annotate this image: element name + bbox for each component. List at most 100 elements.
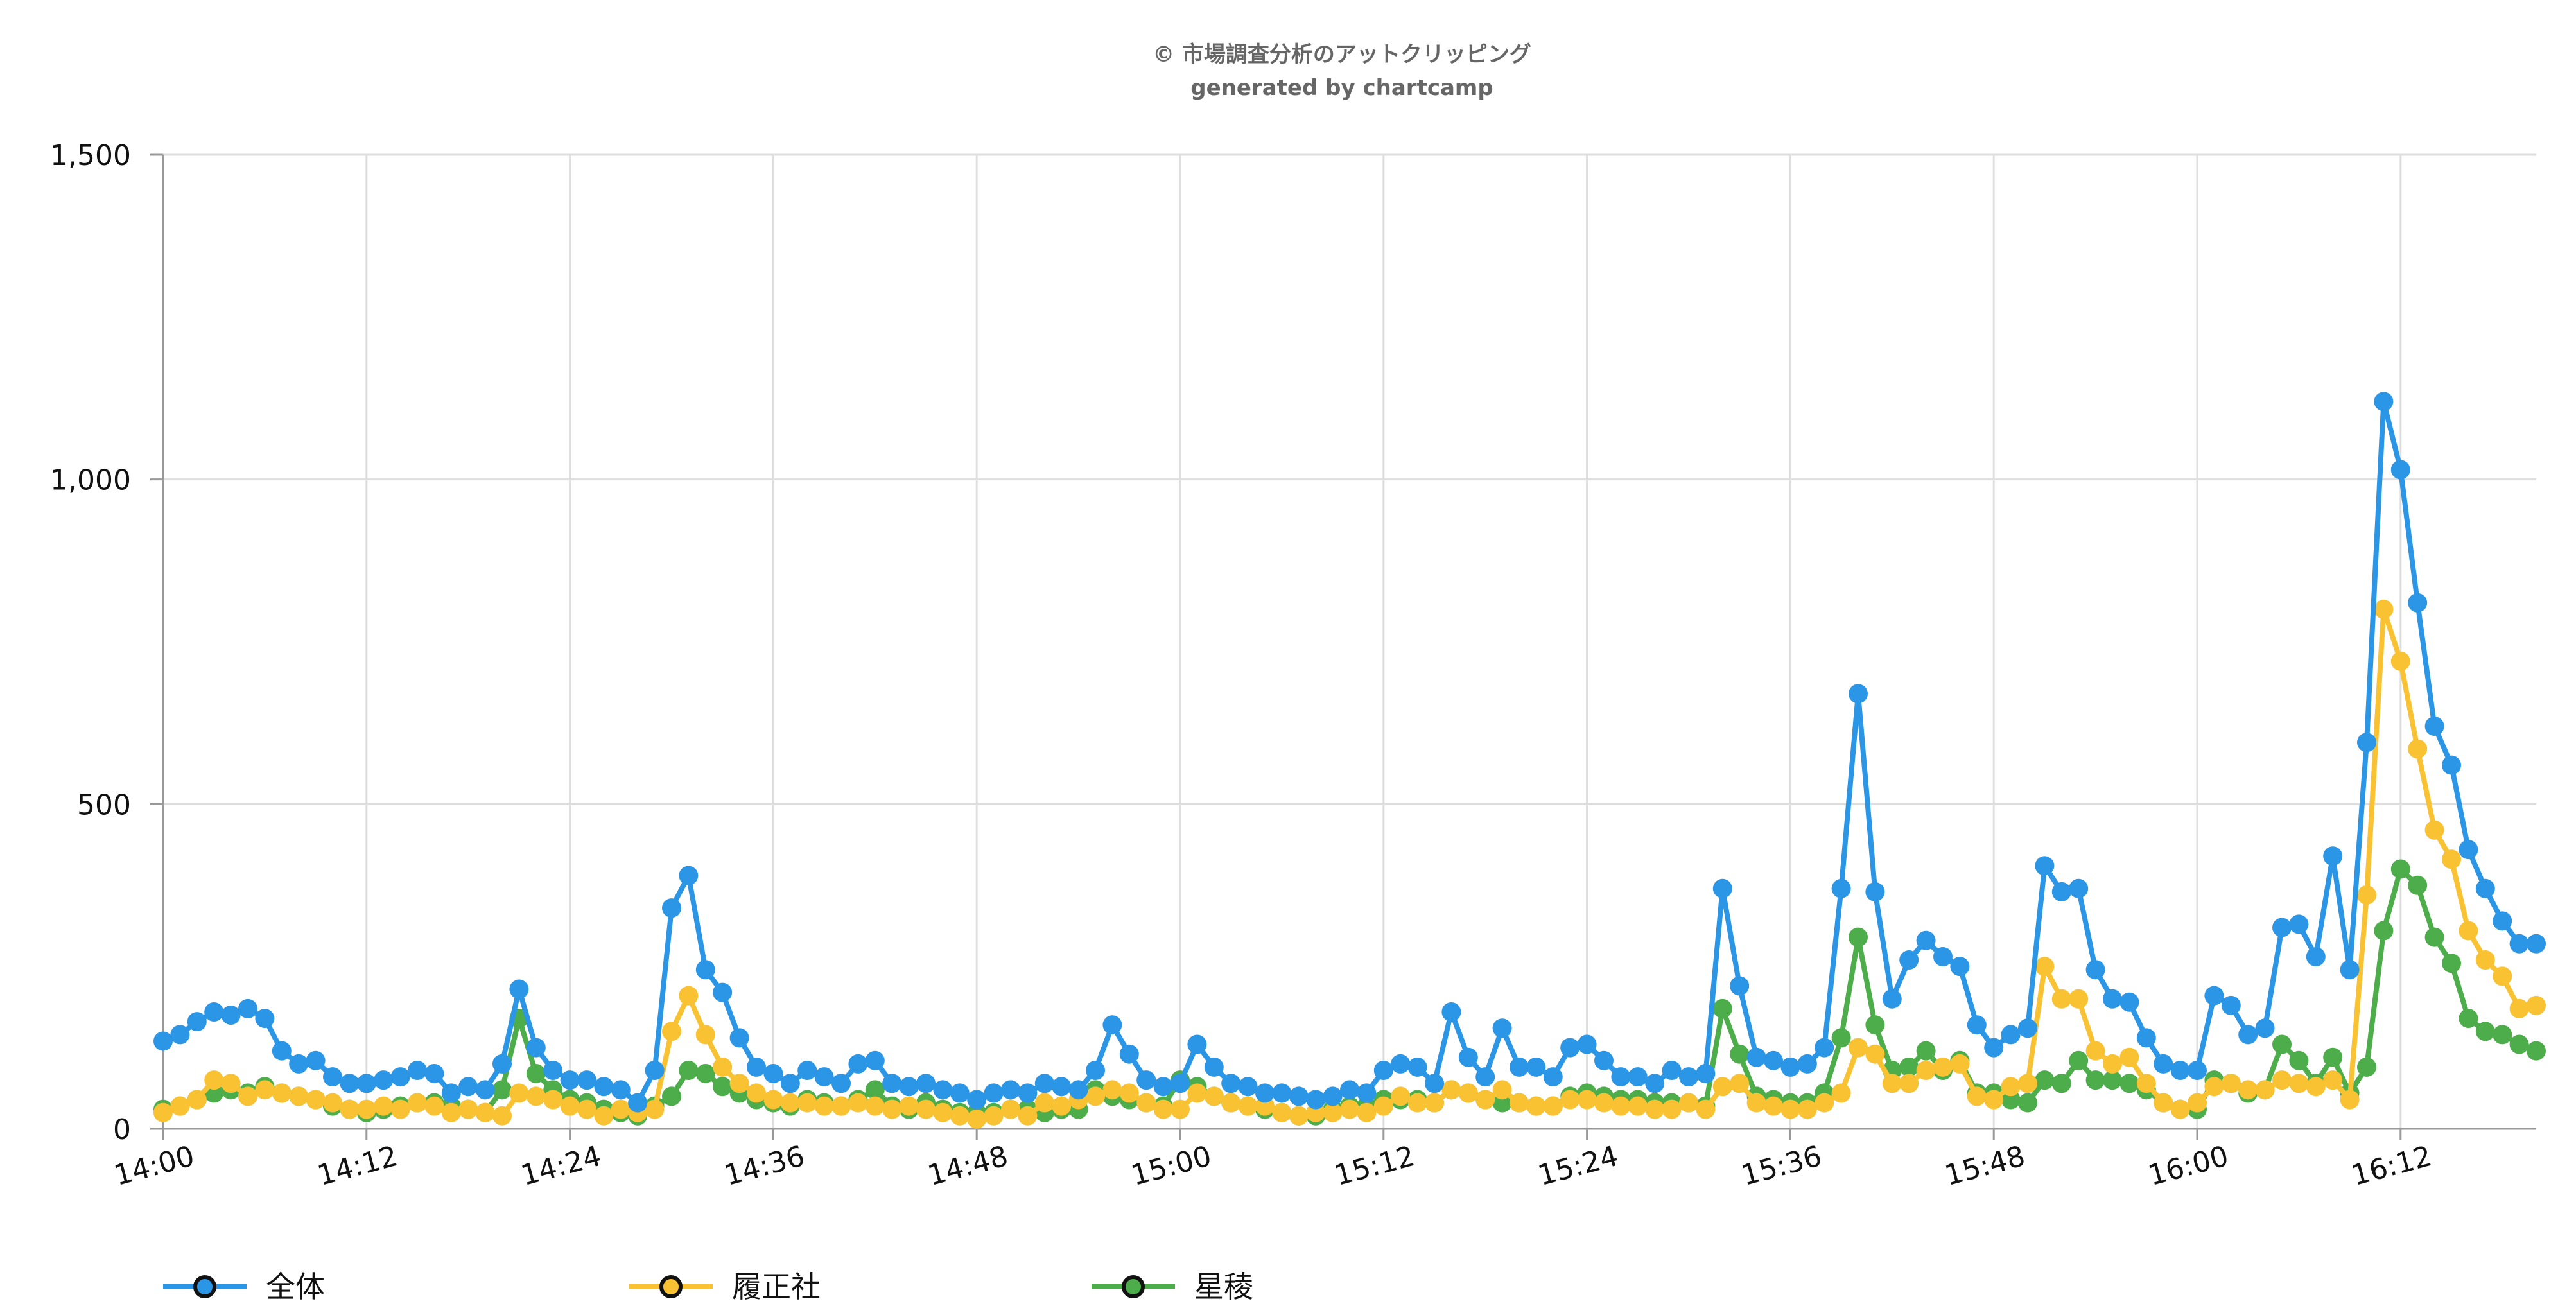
data-point [1730,1044,1750,1064]
data-point [2001,1025,2021,1045]
data-point [1018,1106,1038,1126]
data-point [238,1086,257,1106]
data-point [1001,1080,1020,1100]
data-point [2475,1022,2495,1041]
data-point [509,979,529,999]
data-point [289,1086,309,1106]
data-point [916,1074,936,1093]
data-point [1102,1015,1122,1035]
data-point [1611,1096,1631,1116]
data-point [2509,998,2529,1018]
data-point [831,1096,851,1116]
data-point [695,960,715,980]
data-point [1849,927,1868,947]
legend-item[interactable]: 履正社 [629,1269,821,1304]
data-point [1780,1057,1800,1077]
data-point [424,1064,444,1084]
data-point [1171,1074,1190,1093]
data-point [2527,1041,2546,1061]
data-point [594,1106,614,1126]
data-point [2323,1047,2343,1067]
data-point [1899,1074,1919,1093]
data-point [1645,1099,1665,1119]
series-layer [153,392,2546,1129]
data-point [356,1099,376,1119]
data-point [475,1102,495,1122]
data-point [204,1002,224,1022]
data-point [611,1080,631,1100]
data-point [2085,960,2105,980]
data-point [2136,1074,2156,1093]
data-point [1662,1099,1682,1119]
data-point [2221,1074,2241,1093]
data-point [1475,1067,1495,1087]
data-point [1730,976,1750,996]
data-point [1984,1038,2004,1058]
data-point [2035,856,2055,876]
data-point [492,1054,512,1074]
data-point [2204,986,2224,1006]
chart-title: © 市場調査分析のアットクリッピング [1153,42,1531,67]
data-point [2188,1093,2207,1113]
data-point [899,1096,919,1116]
data-point [458,1077,478,1097]
data-point [1882,1074,1902,1093]
data-point [747,1057,766,1077]
y-tick-label: 500 [77,788,131,821]
data-point [865,1050,885,1070]
data-point [509,1083,529,1103]
data-point [1899,1057,1919,1077]
data-point [1204,1086,1224,1106]
data-point [2272,1070,2292,1090]
data-point [916,1099,936,1119]
data-point [2035,957,2055,977]
legend-item[interactable]: 星稜 [1092,1269,1253,1304]
data-point [2119,1047,2139,1067]
data-point [1510,1057,1529,1077]
data-point [2051,989,2071,1009]
data-point [797,1060,817,1080]
data-point [797,1093,817,1113]
data-point [2357,733,2376,753]
data-point [1882,989,1902,1009]
data-point [441,1102,461,1122]
legend-marker [1122,1275,1145,1298]
data-point [560,1096,580,1116]
data-point [1696,1064,1716,1084]
data-point [2289,1074,2309,1093]
data-point [1916,930,1936,950]
data-point [374,1070,394,1090]
data-point [2323,1070,2343,1090]
data-point [1560,1038,1580,1058]
data-point [2374,599,2394,619]
data-point [2475,950,2495,970]
data-point [713,982,733,1002]
data-point [323,1093,342,1113]
data-point [2272,918,2292,937]
data-point [1034,1093,1054,1113]
data-point [1611,1067,1631,1087]
legend-item[interactable]: 全体 [163,1269,325,1304]
data-point [679,1060,699,1080]
data-point [2204,1077,2224,1097]
data-point [153,1031,173,1051]
data-point [2527,934,2546,954]
legend[interactable]: 全体 履正社 星稜 [163,1269,1253,1304]
data-point [763,1064,783,1084]
data-point [2238,1025,2258,1045]
data-point [1373,1096,1393,1116]
data-point [950,1106,970,1126]
data-point [543,1060,563,1080]
data-point [2119,992,2139,1012]
data-point [1289,1086,1309,1106]
data-point [1865,1015,1885,1035]
data-point [1441,1080,1461,1100]
data-point [1712,1077,1732,1097]
data-point [1153,1077,1173,1097]
data-point [2408,739,2428,759]
data-point [1679,1067,1698,1087]
data-point [2357,885,2376,905]
data-point [2119,1074,2139,1093]
data-point [1272,1083,1292,1103]
data-point [2018,1074,2037,1093]
